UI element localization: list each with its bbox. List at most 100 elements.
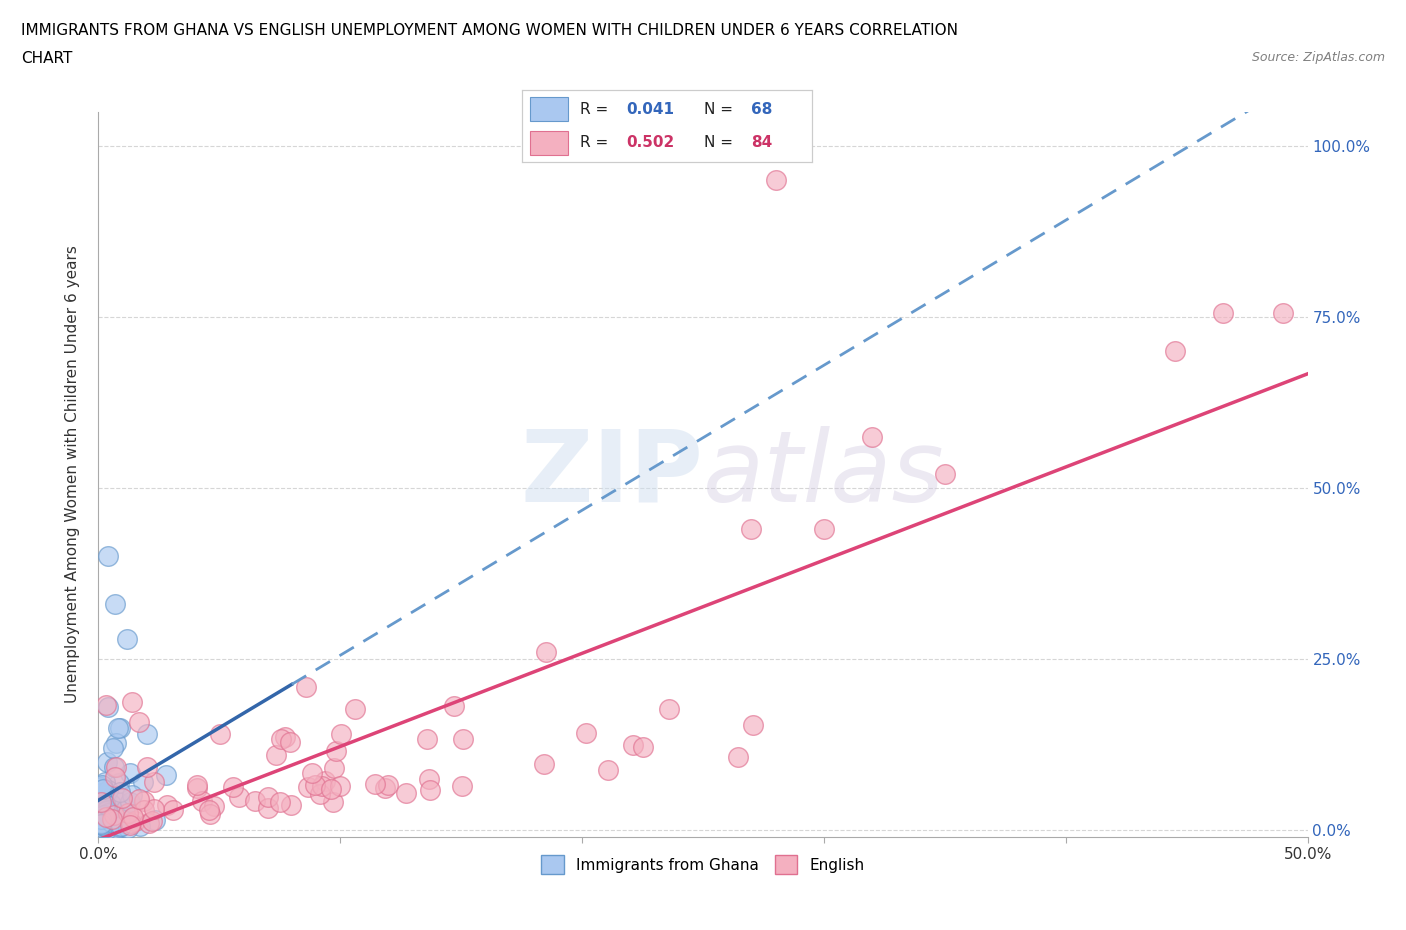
Point [297,779,319,794]
Point [934,467,956,482]
Point [273,729,295,744]
Point [108,819,131,834]
Point [122,809,145,824]
Point [534,644,557,659]
Point [94,775,117,790]
Point [107,720,129,735]
Point [90,813,112,828]
Y-axis label: Unemployment Among Women with Children Under 6 years: Unemployment Among Women with Children U… [65,246,80,703]
Point [136,760,159,775]
Point [243,794,266,809]
Point [111,790,134,805]
Point [860,430,883,445]
Point [90,801,112,816]
Text: IMMIGRANTS FROM GHANA VS ENGLISH UNEMPLOYMENT AMONG WOMEN WITH CHILDREN UNDER 6 : IMMIGRANTS FROM GHANA VS ENGLISH UNEMPLO… [21,23,957,38]
Point [104,822,127,837]
Point [131,775,153,790]
Point [198,803,221,817]
Point [138,816,160,830]
Point [135,727,157,742]
Point [128,792,150,807]
Point [120,816,142,830]
Point [97,817,120,831]
Point [96,754,118,769]
Point [311,778,333,793]
Point [117,631,139,646]
Point [110,818,132,833]
Point [91,788,114,803]
Point [90,819,112,834]
Point [97,803,120,817]
Point [90,788,112,803]
Point [742,717,765,732]
Point [451,732,474,747]
Point [451,778,474,793]
Point [120,765,142,780]
Point [117,805,139,820]
Point [97,805,120,820]
Point [94,797,117,812]
Point [319,781,342,796]
Point [124,814,146,829]
Point [228,790,250,804]
Point [419,783,441,798]
Point [90,780,112,795]
Point [256,790,278,804]
Point [256,801,278,816]
Point [91,813,114,828]
Point [96,821,118,836]
Point [325,744,347,759]
Point [304,778,326,793]
Point [343,702,366,717]
Point [117,820,139,835]
Point [120,794,142,809]
Point [103,759,125,774]
Point [100,815,122,830]
Point [142,775,165,790]
Point [93,813,115,828]
Point [208,726,231,741]
Text: Source: ZipAtlas.com: Source: ZipAtlas.com [1251,51,1385,64]
Point [105,736,128,751]
Point [309,787,332,802]
Point [90,790,112,805]
Point [90,811,112,826]
Point [294,680,316,695]
Point [108,720,131,735]
Point [280,797,302,812]
Point [107,795,129,810]
Point [631,740,654,755]
Point [100,797,122,812]
Point [97,699,120,714]
Point [97,811,120,826]
Point [621,737,644,752]
Point [121,695,143,710]
Text: CHART: CHART [21,51,73,66]
Point [96,794,118,809]
Point [90,818,112,833]
Point [104,760,127,775]
Point [443,698,465,713]
Point [115,802,138,817]
Point [110,785,132,800]
Point [395,785,418,800]
Point [104,769,127,784]
Point [162,803,184,817]
Point [143,802,166,817]
Point [418,772,440,787]
Point [93,790,115,805]
Point [374,780,396,795]
Point [121,788,143,803]
Point [329,779,352,794]
Legend: Immigrants from Ghana, English: Immigrants from Ghana, English [536,849,870,880]
Point [1272,306,1295,321]
Point [156,798,179,813]
Point [278,735,301,750]
Point [301,765,323,780]
Point [90,817,112,832]
Point [132,803,155,817]
Point [198,806,221,821]
Point [90,785,112,800]
Point [416,732,439,747]
Point [322,761,344,776]
